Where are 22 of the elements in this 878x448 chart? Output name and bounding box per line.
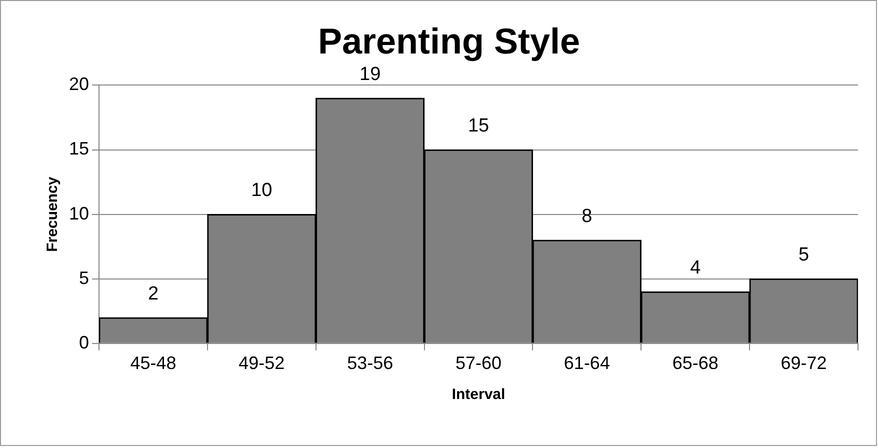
y-tick-label: 0 [79,332,90,352]
data-label: 5 [798,244,810,266]
data-label: 2 [148,283,159,304]
y-tick-label: 20 [68,74,90,94]
data-label: 10 [251,180,272,202]
data-label: 15 [468,115,490,136]
x-tick-label: 53-56 [347,353,394,374]
data-label: 4 [690,257,702,278]
data-label: 8 [582,206,592,227]
x-tick-label: 65-68 [672,353,718,374]
y-tick-label: 15 [68,138,90,159]
x-tick-label: 57-60 [455,353,502,374]
x-tick-label: 45-48 [130,353,176,374]
x-tick-label: 61-64 [564,353,610,374]
x-tick-label: 49-52 [238,353,285,374]
y-tick-label: 5 [79,268,90,288]
data-label: 19 [360,64,381,85]
x-axis-title: Interval [452,386,506,404]
chart-title: Parenting Style [318,20,580,62]
y-tick-label: 10 [68,203,90,224]
x-tick-label: 69-72 [780,353,827,374]
y-axis-title: Frecuency [44,176,62,252]
